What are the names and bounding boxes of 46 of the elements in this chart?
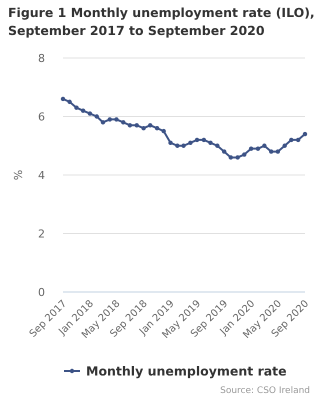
point <box>148 123 152 128</box>
point <box>74 106 79 110</box>
point <box>248 146 254 151</box>
point <box>242 152 246 157</box>
point <box>228 155 234 160</box>
y-tick-label: 4 <box>38 169 45 182</box>
point <box>262 144 267 148</box>
point <box>154 126 160 130</box>
point <box>215 144 220 148</box>
point <box>161 128 166 134</box>
point <box>194 138 200 142</box>
point <box>100 120 106 125</box>
point <box>282 144 287 148</box>
point <box>269 149 274 154</box>
point <box>222 149 226 154</box>
point <box>235 155 240 160</box>
point <box>67 100 72 104</box>
point <box>289 138 294 142</box>
point <box>202 138 206 142</box>
point <box>276 149 280 154</box>
point <box>141 126 146 130</box>
y-tick-label: 0 <box>38 286 45 299</box>
point <box>208 140 213 146</box>
legend-label: Monthly unemployment rate <box>86 364 287 378</box>
point <box>175 144 180 148</box>
point <box>256 146 260 151</box>
point <box>296 138 300 142</box>
point <box>60 96 66 102</box>
y-tick-label: 6 <box>38 110 45 124</box>
chart-title: Figure 1 Monthly unemployment rate (ILO), September 2017 to September 2020 <box>8 5 315 38</box>
point <box>108 117 112 122</box>
point <box>302 132 308 136</box>
source-note: Source: CSO Ireland <box>220 386 310 396</box>
point <box>128 123 132 128</box>
y-axis-title: % <box>12 170 25 180</box>
point <box>94 114 99 119</box>
point <box>114 117 119 122</box>
point <box>88 111 92 116</box>
y-tick-label: 2 <box>38 228 45 240</box>
y-tick-label: 8 <box>38 52 45 65</box>
point <box>188 140 193 146</box>
point <box>181 144 186 148</box>
point <box>168 140 173 146</box>
point <box>134 123 139 128</box>
point <box>121 120 126 125</box>
point <box>80 108 86 113</box>
